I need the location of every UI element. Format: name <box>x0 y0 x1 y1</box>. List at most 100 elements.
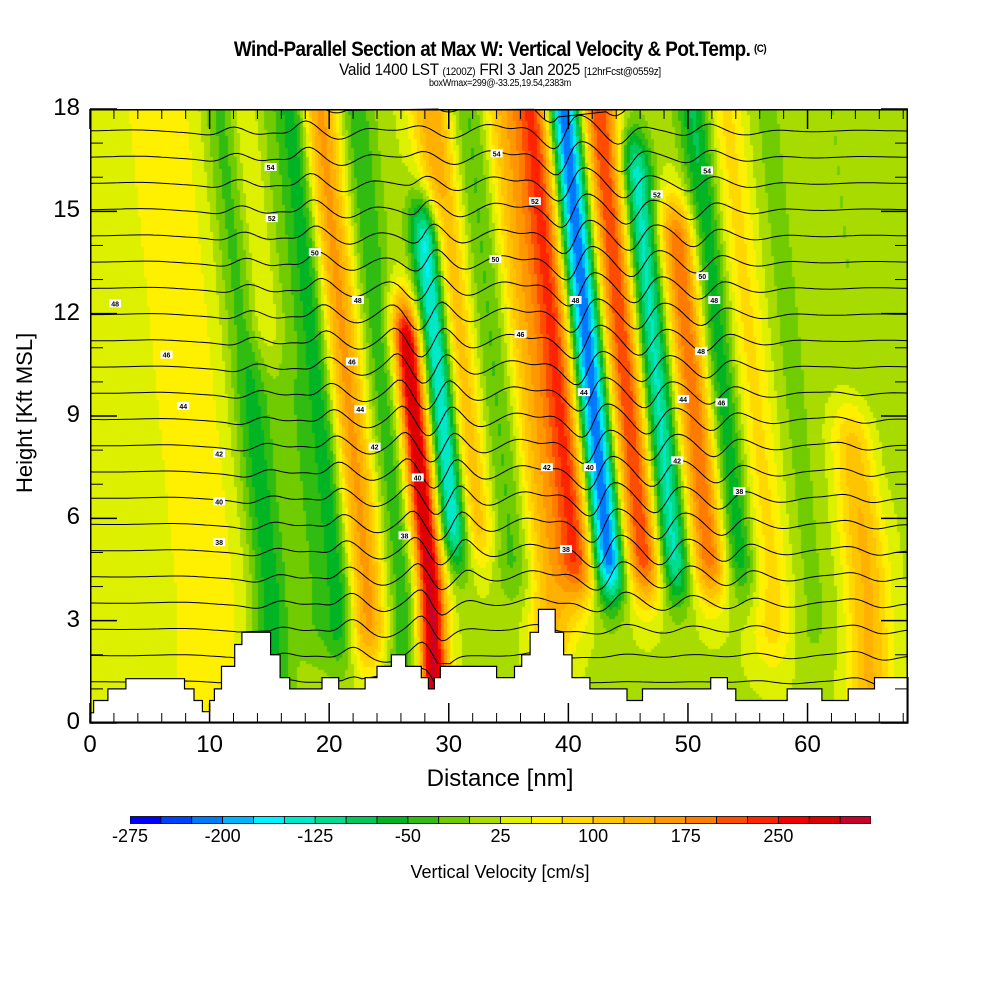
contour-label-text: 40 <box>215 499 223 506</box>
pot-temp-contour <box>90 534 909 569</box>
contour-label-text: 52 <box>268 216 276 223</box>
x-tick-label: 50 <box>674 731 702 758</box>
pot-temp-contour <box>90 403 908 438</box>
colorbar-segment <box>777 816 810 824</box>
contour-label-bg <box>569 296 582 305</box>
contour-label-text: 48 <box>354 298 362 305</box>
contour-label: 48 <box>569 296 582 305</box>
y-tick-label: 0 <box>66 708 80 735</box>
contour-label: 42 <box>671 456 684 465</box>
contour-label: 46 <box>715 398 728 407</box>
chart-title: Wind-Parallel Section at Max W: Vertical… <box>50 38 950 62</box>
contour-label-bg <box>345 357 358 366</box>
colorbar-segment <box>500 816 532 824</box>
colorbar-segment <box>469 816 501 824</box>
contour-label: 54 <box>701 166 714 175</box>
contour-label-text: 48 <box>710 298 718 305</box>
contour-label-bg <box>308 248 321 257</box>
contour-label-bg <box>398 531 411 540</box>
contour-label-text: 38 <box>215 540 223 547</box>
colorbar-tick-label: -275 <box>111 826 149 846</box>
contour-label-text: 50 <box>698 274 706 281</box>
contour-label: 44 <box>677 394 690 404</box>
valid-zulu: (1200Z) <box>442 66 476 78</box>
colorbar-segment <box>685 816 718 824</box>
contour-label-text: 38 <box>401 533 409 540</box>
contour-label: 50 <box>696 272 709 281</box>
contour-label-bg <box>577 388 590 397</box>
colorbar-segment <box>747 816 779 824</box>
pot-temp-contour <box>89 482 909 517</box>
contour-label-bg <box>177 401 190 410</box>
x-tick-label: 0 <box>83 731 97 758</box>
x-tick-label: 60 <box>794 731 821 758</box>
contour-label: 44 <box>354 405 367 414</box>
contour-label: 52 <box>650 190 663 199</box>
contour-label-text: 44 <box>179 404 187 411</box>
colorbar-tick-label: -125 <box>297 826 334 846</box>
colorbar-tick-label: 175 <box>670 826 701 846</box>
colorbar-segment <box>561 816 594 824</box>
plot-frame <box>90 109 908 723</box>
chart-title-text: Wind-Parallel Section at Max W: Vertical… <box>233 38 751 61</box>
contour-label-bg <box>650 190 663 199</box>
contour-label-bg <box>671 456 684 465</box>
pot-temp-contours <box>89 108 909 685</box>
contour-label-text: 54 <box>267 165 275 172</box>
contour-label-bg <box>696 272 709 281</box>
contour-label: 52 <box>265 214 278 223</box>
contour-label: 48 <box>695 347 708 356</box>
colorbar-tick-label: 100 <box>578 826 609 846</box>
colorbar-segment <box>438 816 471 824</box>
contour-label: 50 <box>489 255 502 264</box>
contour-label: 38 <box>733 487 746 496</box>
contour-label: 42 <box>213 449 226 459</box>
contour-label-bg <box>540 463 553 472</box>
contour-label: 52 <box>528 197 541 206</box>
pot-temp-contour <box>90 324 908 360</box>
contour-label: 46 <box>345 357 358 366</box>
contour-label-text: 50 <box>311 250 319 257</box>
contour-label-bg <box>583 463 596 472</box>
contour-label-text: 48 <box>697 349 705 356</box>
contour-label: 54 <box>490 149 503 158</box>
pot-temp-contour <box>90 219 909 255</box>
colorbar-title: Vertical Velocity [cm/s] <box>410 862 590 882</box>
contour-label-bg <box>559 545 572 554</box>
contour-label-bg <box>213 449 226 458</box>
contour-label: 40 <box>583 463 596 472</box>
contour-label-text: 50 <box>492 257 500 264</box>
colorbar-segment <box>222 816 254 824</box>
colorbar-segment <box>839 816 871 824</box>
contour-label: 40 <box>411 473 424 482</box>
contour-label-text: 54 <box>493 151 501 158</box>
contour-label-bg <box>351 296 364 305</box>
contour-label: 54 <box>264 162 277 172</box>
colorbar-tick-label: -200 <box>204 826 241 846</box>
contour-label-text: 38 <box>735 489 743 496</box>
boxwmax-info: boxWmax=299@-33.25,19.54,2383m <box>429 78 571 89</box>
pot-temp-contour <box>89 508 909 543</box>
contour-label-bg <box>490 149 503 158</box>
contour-label: 50 <box>308 248 321 257</box>
contour-label-text: 48 <box>111 301 119 308</box>
valid-date: FRI 3 Jan 2025 <box>479 60 581 79</box>
colorbar-tick-label: -50 <box>394 826 421 846</box>
x-tick-label: 30 <box>435 731 463 758</box>
contour-label-bg <box>701 166 714 175</box>
contour-label-text: 40 <box>586 465 594 472</box>
contour-label-bg <box>354 405 367 414</box>
contour-label: 46 <box>514 330 527 339</box>
pot-temp-contour <box>90 298 909 333</box>
contour-label-text: 44 <box>356 407 364 414</box>
contour-label: 42 <box>540 463 553 472</box>
contour-label: 48 <box>109 299 122 308</box>
colorbar-segment <box>345 816 378 824</box>
x-tick-label: 10 <box>196 731 223 758</box>
contour-label-bg <box>160 350 173 359</box>
pot-temp-contour <box>90 272 909 307</box>
contour-label-bg <box>695 347 708 356</box>
pot-temp-contour <box>89 455 908 491</box>
contour-label-text: 46 <box>163 353 171 360</box>
contour-label-text: 42 <box>371 445 379 452</box>
